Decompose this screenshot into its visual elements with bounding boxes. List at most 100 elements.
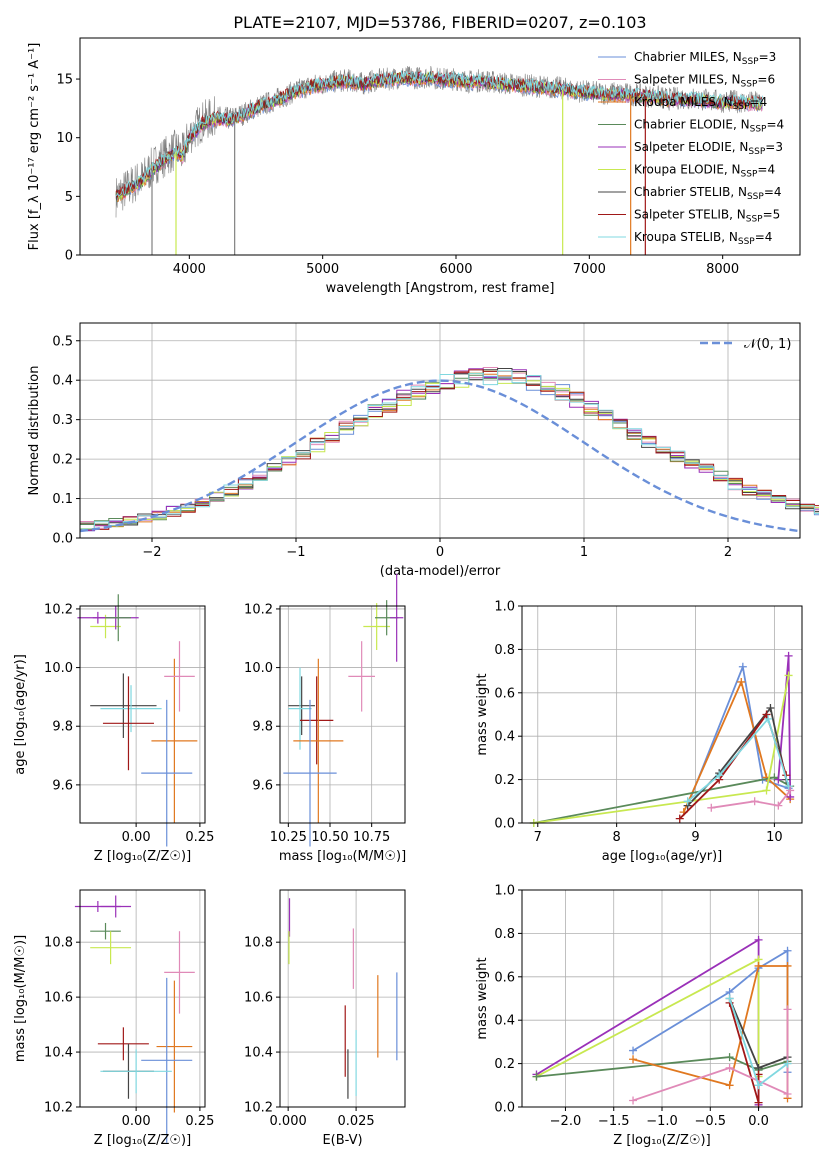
histogram-step-line bbox=[80, 371, 819, 528]
weight-point-marker bbox=[786, 786, 795, 795]
axes-frame bbox=[521, 605, 803, 824]
y-tick-label: 0.8 bbox=[494, 927, 515, 942]
y-tick-label: 10.2 bbox=[44, 602, 73, 617]
y-tick-label: 9.6 bbox=[52, 778, 73, 793]
x-tick-label: 7000 bbox=[573, 262, 606, 277]
weight-series-line bbox=[533, 675, 790, 824]
normal-distribution-curve bbox=[79, 379, 801, 533]
histogram-step-line bbox=[80, 368, 819, 532]
weight-point-marker bbox=[715, 771, 724, 780]
y-tick-label: 0.2 bbox=[52, 453, 73, 468]
y-axis-label: Normed distribution bbox=[27, 366, 42, 496]
x-tick-label: 7 bbox=[534, 830, 542, 845]
legend-entry-label: Salpeter STELIB, NSSP=5 bbox=[634, 208, 780, 225]
weight-point-marker bbox=[783, 1089, 792, 1098]
y-tick-label: 10.8 bbox=[244, 936, 273, 951]
weight-point-marker bbox=[754, 1081, 763, 1090]
weight-point-marker bbox=[762, 786, 771, 795]
y-tick-label: 5 bbox=[65, 190, 73, 205]
y-tick-label: 10.2 bbox=[44, 1101, 73, 1116]
weight-point-marker bbox=[532, 1072, 541, 1081]
y-tick-label: 10.2 bbox=[244, 602, 273, 617]
legend-entry-label: Chabrier MILES, NSSP=3 bbox=[634, 50, 776, 67]
x-axis-label: wavelength [Angstrom, rest frame] bbox=[326, 281, 555, 296]
y-axis-label: Flux [f_λ 10⁻¹⁷ erg cm⁻² s⁻¹ A⁻¹] bbox=[27, 43, 42, 251]
x-tick-label: 0.00 bbox=[122, 830, 151, 845]
histogram-step-line bbox=[80, 367, 819, 529]
weight-series-line bbox=[687, 716, 790, 802]
x-axis-label: age [log₁₀(age/yr)] bbox=[602, 849, 723, 864]
y-tick-label: 10.0 bbox=[44, 661, 73, 676]
weight-series-line bbox=[632, 1009, 789, 1102]
y-tick-label: 0.0 bbox=[494, 817, 515, 832]
x-tick-label: −1.5 bbox=[598, 1114, 630, 1129]
histogram-step-line bbox=[80, 370, 819, 530]
axes-frame bbox=[79, 605, 206, 824]
x-tick-label: 0.00 bbox=[122, 1114, 151, 1129]
weight-point-marker bbox=[774, 801, 783, 810]
y-tick-label: 1.0 bbox=[494, 600, 515, 615]
y-tick-label: 10.4 bbox=[244, 1046, 273, 1061]
axes-frame bbox=[279, 605, 406, 824]
x-tick-label: 10.75 bbox=[353, 830, 390, 845]
x-tick-label: −2.0 bbox=[550, 1114, 582, 1129]
y-tick-label: 9.6 bbox=[252, 778, 273, 793]
y-tick-label: 1.0 bbox=[494, 884, 515, 899]
weight-point-marker bbox=[707, 803, 716, 812]
x-tick-label: 0.025 bbox=[337, 1114, 374, 1129]
x-tick-label: −1 bbox=[286, 545, 305, 560]
weight-point-marker bbox=[783, 1005, 792, 1014]
legend-entry-label: Kroupa STELIB, NSSP=4 bbox=[634, 230, 772, 247]
x-axis-label: E(B-V) bbox=[322, 1133, 362, 1148]
x-axis-label: Z [log₁₀(Z/Z☉)] bbox=[94, 849, 191, 864]
y-axis-label: mass weight bbox=[475, 673, 490, 755]
weight-point-marker bbox=[764, 714, 773, 723]
weight-series-line bbox=[536, 938, 760, 1105]
x-axis-label: Z [log₁₀(Z/Z☉)] bbox=[613, 1133, 710, 1148]
y-tick-label: 0.6 bbox=[494, 970, 515, 985]
mass-vs-metallicity-panel: 0.00 0.25 10.2 10.4 10.6 10.8 Z [log₁₀(Z/Z☉)] m… bbox=[13, 889, 214, 1148]
y-tick-label: 10.8 bbox=[44, 936, 73, 951]
y-tick-label: 0.5 bbox=[52, 334, 73, 349]
weight-point-marker bbox=[762, 710, 771, 719]
weight-point-marker bbox=[725, 994, 734, 1003]
x-tick-label: 10.25 bbox=[270, 830, 307, 845]
x-tick-label: −2 bbox=[142, 545, 161, 560]
y-tick-label: 10.0 bbox=[244, 661, 273, 676]
residual-histogram-panel: −2 −1 0 1 2 0.0 0.1 0.2 0.3 0.4 0.5 (data-model)/er… bbox=[27, 322, 819, 579]
weight-point-marker bbox=[766, 703, 775, 712]
weight-point-marker bbox=[754, 935, 763, 944]
weight-point-marker bbox=[754, 1098, 763, 1107]
spectrum-panel: 4000 5000 6000 7000 8000 0 5 10 15 wavelength [An… bbox=[27, 37, 801, 296]
weight-series-line bbox=[533, 776, 791, 824]
weight-point-marker bbox=[784, 671, 793, 680]
legend-entry-label: Chabrier ELODIE, NSSP=4 bbox=[634, 118, 784, 135]
legend-entry-label: Chabrier STELIB, NSSP=4 bbox=[634, 185, 782, 202]
legend-entry-label: Salpeter MILES, NSSP=6 bbox=[634, 73, 775, 90]
y-tick-label: 0.4 bbox=[494, 730, 515, 745]
weight-point-marker bbox=[629, 1055, 638, 1064]
weight-point-marker bbox=[774, 775, 783, 784]
y-tick-label: 0.2 bbox=[494, 773, 515, 788]
y-tick-label: 10.6 bbox=[44, 991, 73, 1006]
y-tick-label: 10.2 bbox=[244, 1101, 273, 1116]
weight-point-marker bbox=[783, 1059, 792, 1068]
weight-point-marker bbox=[750, 797, 759, 806]
weight-series-line bbox=[686, 705, 788, 807]
model-spectrum-line bbox=[115, 70, 763, 197]
weight-point-marker bbox=[783, 961, 792, 970]
x-tick-label: 8000 bbox=[706, 262, 739, 277]
weight-point-marker bbox=[675, 814, 684, 823]
legend-entry-label: Kroupa MILES, NSSP=4 bbox=[634, 95, 767, 112]
x-tick-label: 4000 bbox=[173, 262, 206, 277]
y-tick-label: 10 bbox=[56, 131, 73, 146]
x-tick-label: 6000 bbox=[439, 262, 472, 277]
legend-entry-label: Salpeter ELODIE, NSSP=3 bbox=[634, 140, 783, 157]
weight-point-marker bbox=[783, 946, 792, 955]
y-axis-label: mass [log₁₀(M/M☉)] bbox=[13, 935, 28, 1062]
x-tick-label: 10.50 bbox=[311, 830, 348, 845]
age-vs-metallicity-panel: 0.00 0.25 9.6 9.8 10.0 10.2 Z [log₁₀(Z/Z☉)] age… bbox=[13, 594, 214, 864]
weight-series-line bbox=[711, 789, 791, 809]
weight-point-marker bbox=[725, 1063, 734, 1072]
